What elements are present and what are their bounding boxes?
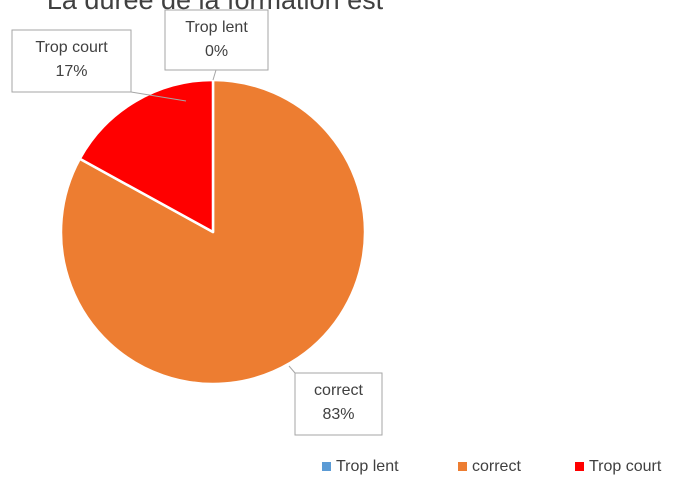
legend-swatch xyxy=(575,462,584,471)
data-label-box xyxy=(294,372,383,436)
data-label-category: Trop lent xyxy=(185,19,248,36)
data-label-value: 83% xyxy=(322,406,354,423)
leader-line xyxy=(212,69,217,81)
data-label-category: Trop court xyxy=(35,39,108,56)
legend-label: correct xyxy=(472,458,521,475)
chart-title: La durée de la formation est xyxy=(47,0,384,15)
legend-label: Trop lent xyxy=(336,458,399,475)
leader-line xyxy=(130,91,187,102)
data-label-category: correct xyxy=(314,382,363,399)
pie-slice xyxy=(78,78,215,234)
legend-label: Trop court xyxy=(589,458,662,475)
data-label-value: 17% xyxy=(55,63,87,80)
leader-line xyxy=(288,365,296,374)
data-label-box xyxy=(164,9,269,71)
data-label-box xyxy=(11,29,132,93)
data-label-value: 0% xyxy=(205,43,228,60)
legend-swatch xyxy=(322,462,331,471)
legend-swatch xyxy=(458,462,467,471)
